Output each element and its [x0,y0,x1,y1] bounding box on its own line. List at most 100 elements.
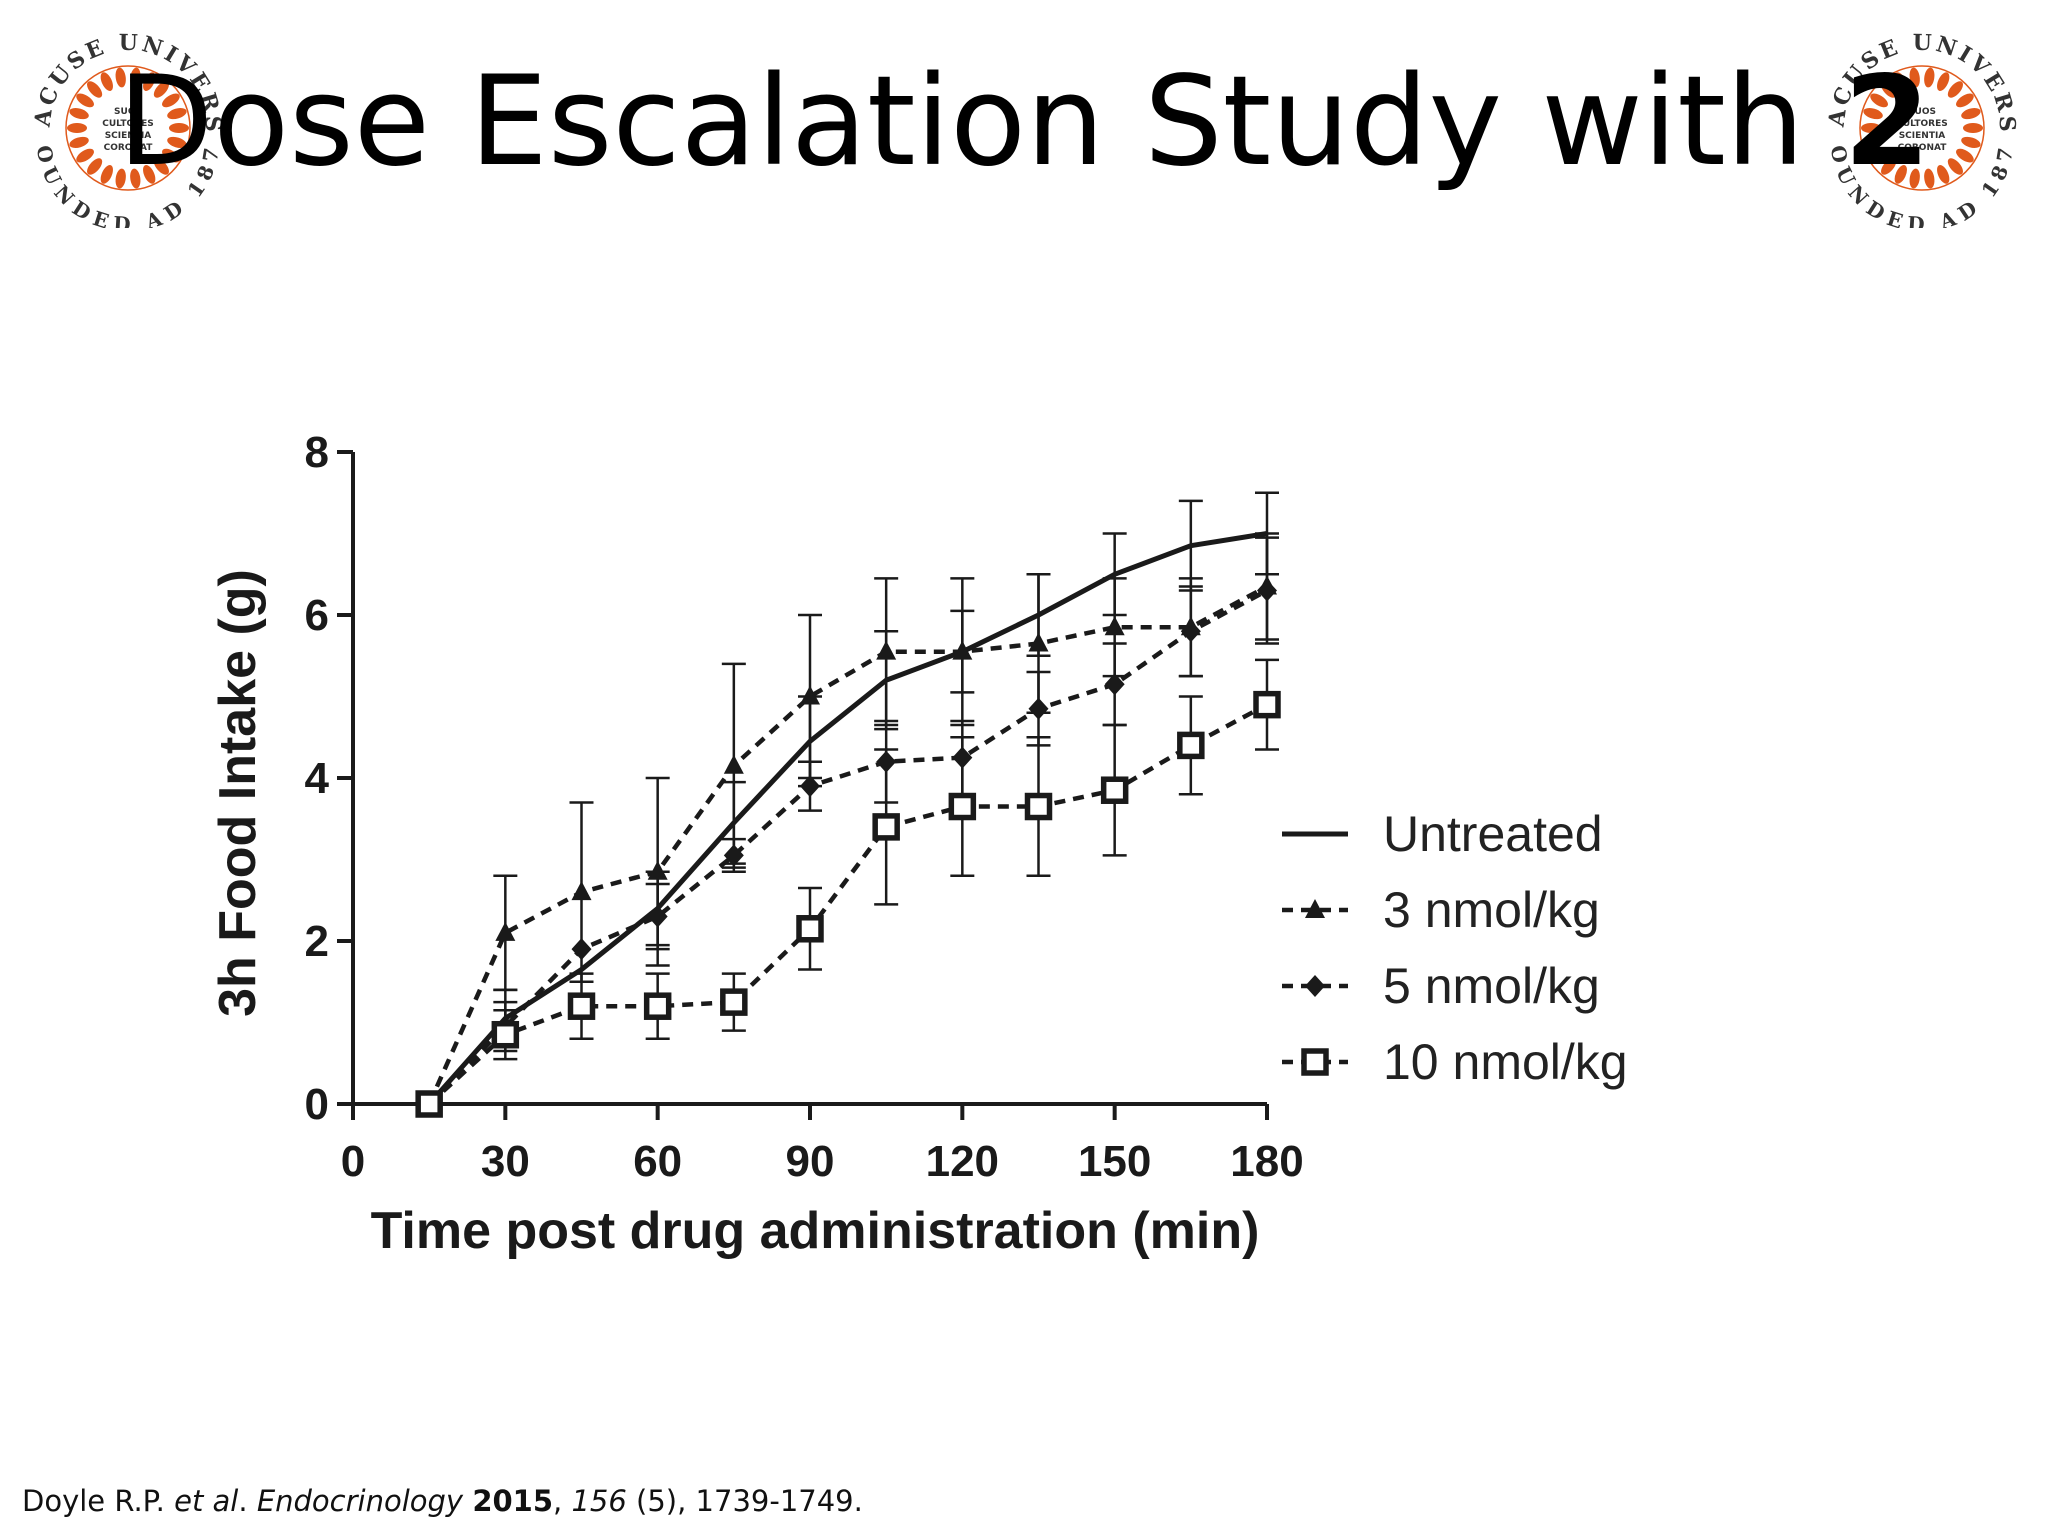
diamond-marker [876,750,897,773]
y-tick-label: 0 [305,1080,329,1129]
seal-leaf [153,158,169,175]
diamond-marker [1180,620,1201,643]
slide-title-text: Dose Escalation Study with [117,50,1844,194]
triangle-marker [1028,632,1049,652]
seal-leaf [67,123,87,133]
square-marker [1301,1048,1329,1076]
seal-motto-line: SCIENTIA [105,131,152,141]
x-tick-label: 0 [341,1137,365,1186]
seal-leaf [1863,108,1883,120]
legend-label: 5 nmol/kg [1383,958,1600,1014]
square-marker [643,992,672,1020]
y-tick-label: 8 [305,428,329,477]
slide-title: Dose Escalation Study with 2 [0,60,2048,184]
y-tick-label: 6 [305,591,329,640]
seal-motto-line: CULTORES [102,119,154,129]
citation-etal: et al [174,1484,239,1518]
seal-leaf [1894,165,1907,184]
seal-leaf [1956,148,1974,163]
seal-leaf [1863,136,1883,148]
triangle-marker [647,860,668,880]
diamond-marker [1028,697,1049,720]
square-marker [796,915,824,943]
diamond-marker [723,844,744,867]
triangle-marker [876,640,897,660]
citation-pages: (5), 1739-1749. [626,1484,863,1518]
seal-leaf [1861,123,1881,133]
seal-motto-line: CORONAT [104,143,154,153]
seal-leaf [130,67,141,88]
seal-leaf [115,168,126,189]
triangle-marker [723,754,744,774]
seal-leaf [162,93,180,108]
seal-leaf [167,136,187,148]
triangle-marker [495,921,516,941]
square-marker [415,1090,443,1118]
diamond-marker [1257,579,1277,602]
seal-leaf [115,67,126,88]
y-tick-label: 4 [305,754,330,803]
square-marker [1100,776,1129,804]
seal-leaf [76,93,94,108]
seal-leaf [87,81,103,98]
seal-leaf [100,72,113,91]
x-tick-label: 180 [1230,1137,1303,1186]
series-line [427,584,1269,1105]
x-tick-label: 60 [633,1137,682,1186]
seal-leaf [76,148,94,163]
seal-leaf [1924,67,1935,88]
citation-authors: Doyle R.P. [22,1484,175,1518]
citation-separator: . [238,1484,257,1518]
y-tick-label: 2 [305,917,329,966]
series-line [427,702,1269,1106]
seal-motto-line: SUOS [114,107,142,117]
food-intake-chart: 0 30 60 90 120 150 180 0 2 4 6 8 Time post drug admi… [209,428,1628,1260]
seal-motto-line: CULTORES [1896,119,1948,129]
series-line [427,588,1269,1106]
university-seal-left: SYRACUSE UNIVERSITY FOUNDED AD 1870 SUOS… [28,28,223,228]
seal-leaf [1870,93,1888,108]
seal-leaf [162,148,180,163]
seal-leaf [153,81,169,98]
x-tick-label: 120 [926,1137,999,1186]
square-marker [1177,731,1205,760]
seal-leaf [1909,168,1920,189]
seal-ring [1859,65,1985,191]
seal-leaf [1961,108,1981,120]
citation-volume: 156 [571,1484,627,1518]
diamond-marker [571,938,592,961]
citation-year: 2015 [472,1484,554,1518]
square-marker [567,992,596,1020]
series-line [427,531,1268,1106]
x-tick-label: 150 [1078,1137,1151,1186]
seal-leaf [1924,168,1935,189]
square-marker [1253,690,1281,719]
diamond-marker [800,775,820,798]
seal-center [90,90,166,166]
square-marker [720,988,748,1016]
diamond-marker [1104,673,1125,696]
square-marker [872,813,900,841]
triangle-marker [800,685,820,705]
diamond-marker [952,746,973,769]
seal-leaf [169,123,189,133]
x-tick-label: 90 [786,1137,835,1186]
error-bars [493,491,1279,1061]
seal-leaf [1894,72,1907,91]
seal-leaf [87,158,103,175]
seal-leaf [69,108,89,120]
triangle-marker [952,640,973,660]
x-tick-label: 30 [481,1137,530,1186]
seal-leaf [1937,165,1950,184]
seal-leaf [143,72,156,91]
seal-leaf [69,136,89,148]
square-marker [1024,792,1053,821]
seal-center [1884,90,1960,166]
y-axis-label: 3h Food Intake (g) [209,569,267,1017]
series-markers [415,575,1281,1118]
seal-leaf [100,165,113,184]
seal-leaf [143,165,156,184]
seal-motto-line: SUOS [1908,107,1936,117]
university-seal-right: SYRACUSE UNIVERSITY FOUNDED AD 1870 SUOS… [1822,28,2017,228]
seal-leaf [1881,81,1897,98]
